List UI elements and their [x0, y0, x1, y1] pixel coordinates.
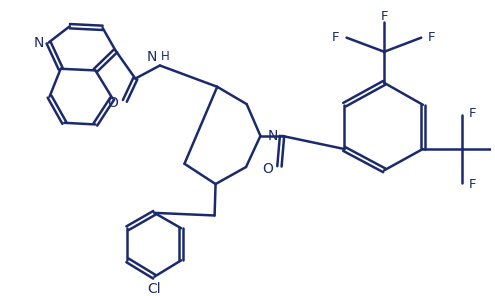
Text: F: F — [469, 107, 477, 120]
Text: N: N — [267, 129, 278, 143]
Text: Cl: Cl — [148, 281, 161, 295]
Text: O: O — [263, 162, 274, 176]
Text: N: N — [33, 36, 44, 49]
Text: F: F — [469, 178, 477, 191]
Text: N: N — [147, 50, 157, 64]
Text: F: F — [332, 31, 340, 44]
Text: H: H — [161, 50, 170, 63]
Text: O: O — [107, 96, 118, 110]
Text: F: F — [381, 10, 388, 23]
Text: F: F — [428, 31, 436, 44]
